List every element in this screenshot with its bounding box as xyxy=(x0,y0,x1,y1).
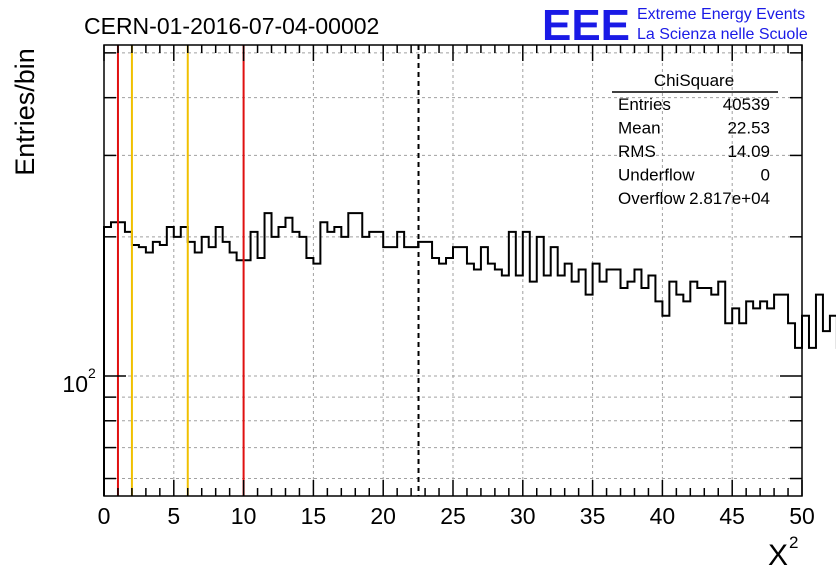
stats-label: Mean xyxy=(618,119,661,138)
logo-line-1: Extreme Energy Events xyxy=(637,6,805,23)
x-tick-label: 10 xyxy=(231,503,257,529)
logo-line-2: La Scienza nelle Scuole xyxy=(637,26,808,43)
y-tick-label: 10 2 xyxy=(62,365,96,397)
x-tick-label: 35 xyxy=(580,503,606,529)
axis-ticks xyxy=(103,45,803,496)
stats-value: 22.53 xyxy=(727,119,770,138)
stats-value: 14.09 xyxy=(727,142,770,161)
y-axis-label: Entries/bin xyxy=(10,48,40,176)
eee-logo: EEE Extreme Energy Events La Scienza nel… xyxy=(542,1,808,50)
x-tick-label: 5 xyxy=(167,503,180,529)
y-tick-label-base: 10 xyxy=(62,371,88,397)
stats-value: 0 xyxy=(761,166,770,185)
histogram-series xyxy=(103,212,836,496)
stats-value: 2.817e+04 xyxy=(689,189,770,208)
grid-lines xyxy=(104,45,802,496)
x-tick-label: 40 xyxy=(650,503,676,529)
x-axis-label-exponent: 2 xyxy=(789,533,798,552)
x-tick-label: 50 xyxy=(789,503,815,529)
stats-label: Overflow xyxy=(618,189,686,208)
chart-title: CERN-01-2016-07-04-00002 xyxy=(84,13,379,39)
x-tick-label: 45 xyxy=(719,503,745,529)
x-tick-labels: 0 5 10 15 20 25 30 35 40 45 50 xyxy=(98,503,815,529)
x-tick-label: 0 xyxy=(98,503,111,529)
stats-title: ChiSquare xyxy=(654,71,734,90)
logo-mark: EEE xyxy=(542,1,630,50)
stats-label: RMS xyxy=(618,142,656,161)
stats-box: ChiSquare Entries 40539 Mean 22.53 RMS 14.09 U… xyxy=(612,71,778,208)
stats-label: Entries xyxy=(618,95,671,114)
stats-value: 40539 xyxy=(723,95,770,114)
x-tick-label: 20 xyxy=(370,503,396,529)
x-tick-label: 15 xyxy=(301,503,327,529)
stats-label: Underflow xyxy=(618,166,695,185)
x-tick-label: 30 xyxy=(510,503,536,529)
y-tick-label-exponent: 2 xyxy=(88,365,96,381)
x-tick-label: 25 xyxy=(440,503,466,529)
x-axis-label: X xyxy=(768,539,788,572)
marker-lines xyxy=(116,45,420,496)
